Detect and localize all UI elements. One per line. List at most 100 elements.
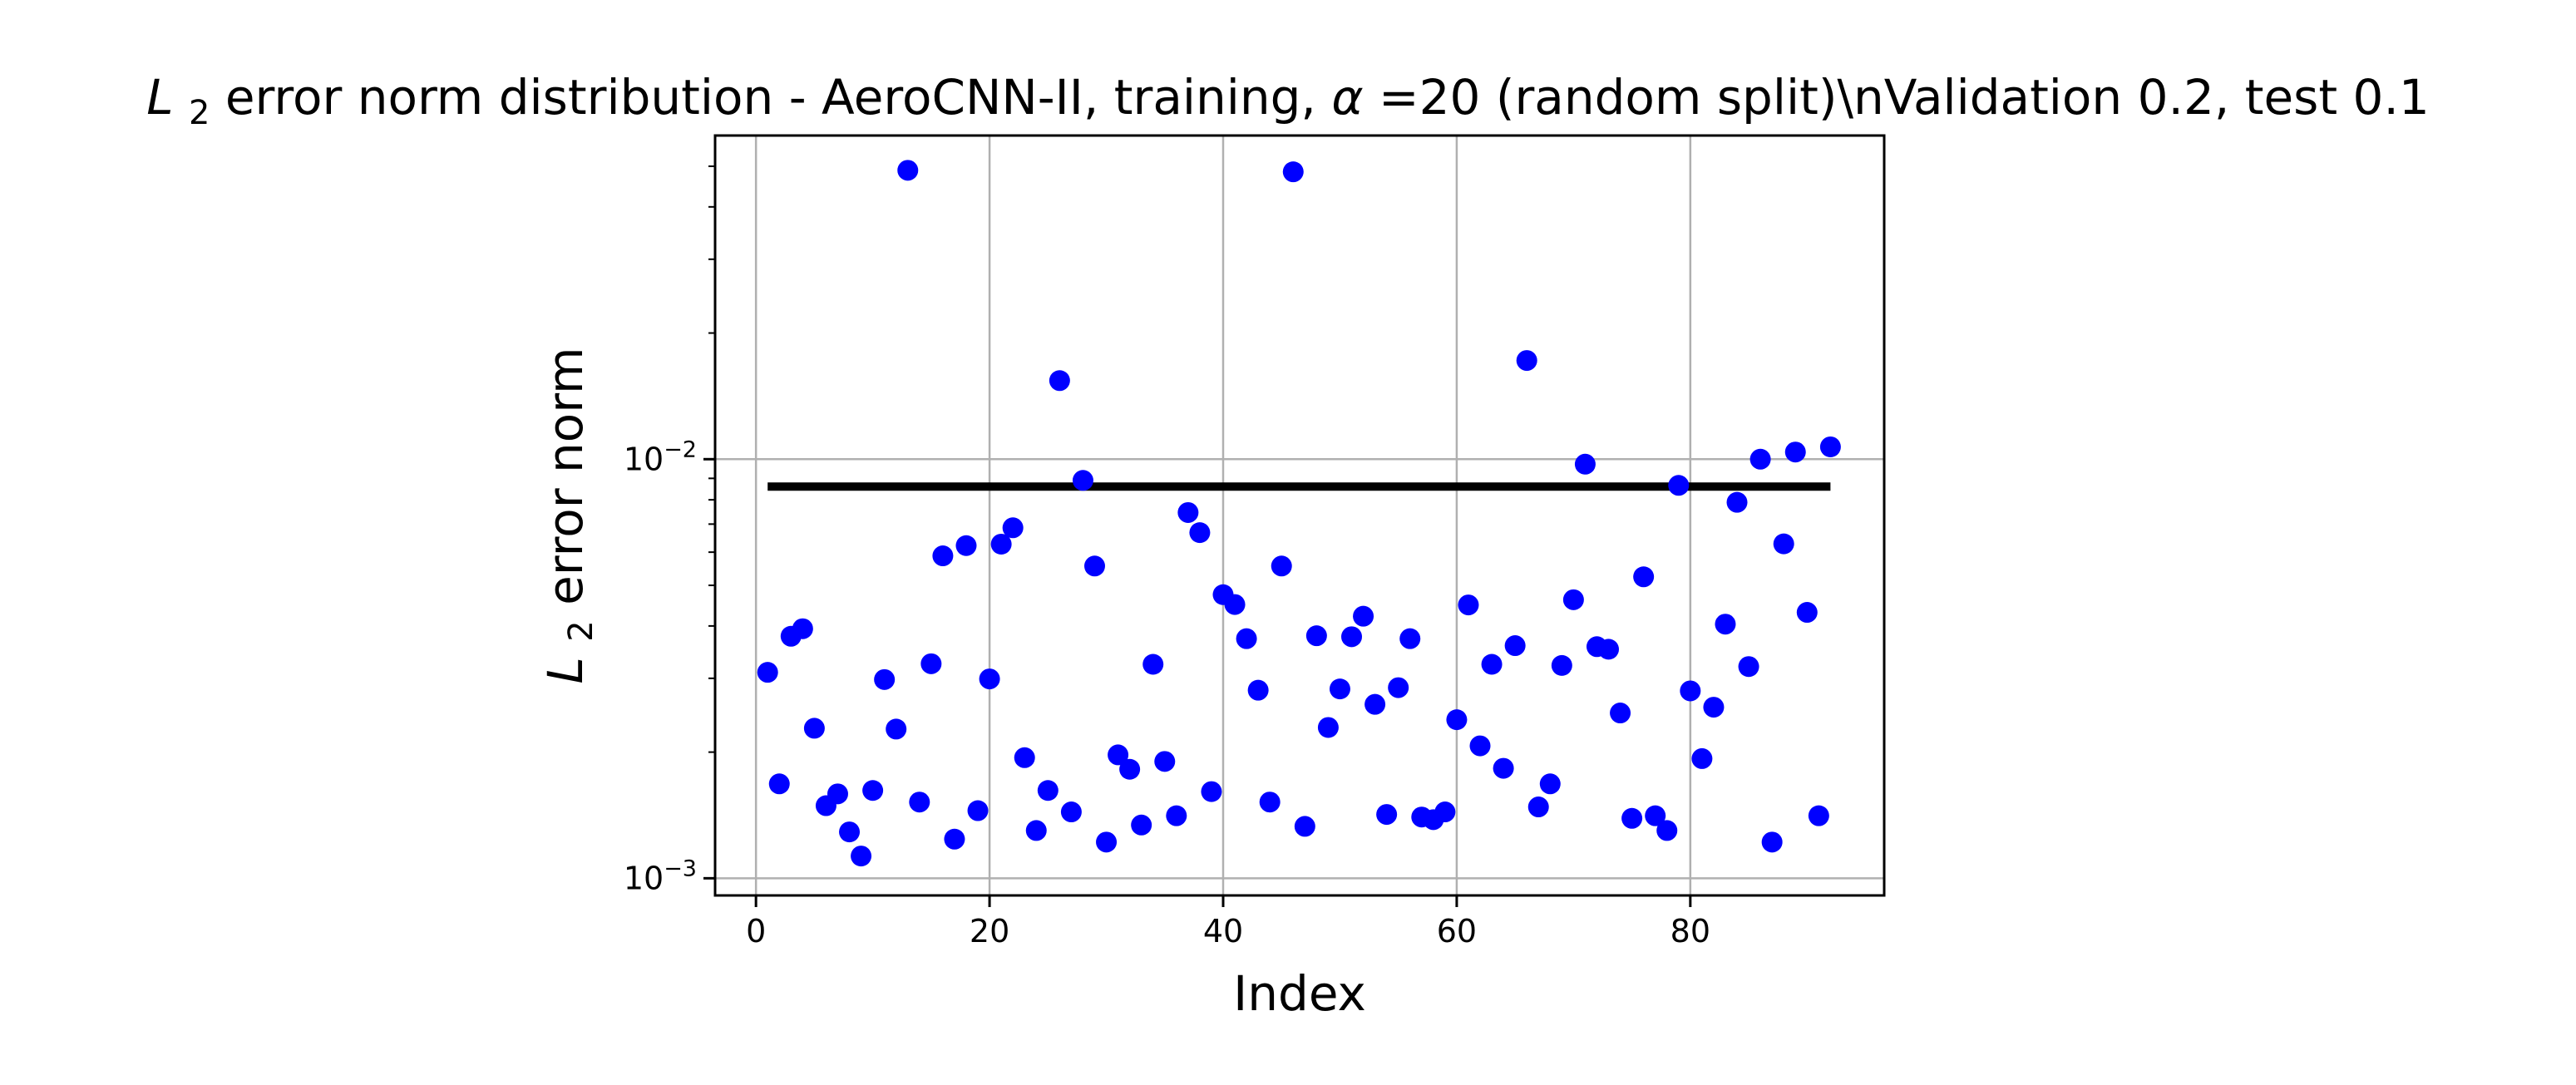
data-point <box>1014 747 1035 768</box>
data-point <box>1341 626 1363 648</box>
data-point <box>1119 758 1141 780</box>
data-point <box>1749 448 1771 470</box>
data-point <box>1259 792 1281 813</box>
data-point <box>1154 751 1176 772</box>
data-point <box>1481 653 1503 675</box>
data-point <box>1621 807 1643 829</box>
x-tick-label: 60 <box>1437 913 1477 949</box>
data-point <box>1493 757 1514 779</box>
data-point <box>1680 680 1701 702</box>
data-point <box>1271 555 1292 577</box>
data-point <box>1761 831 1783 853</box>
data-point <box>944 828 965 850</box>
title-text-after-alpha: =20 (random split)\nValidation 0.2, test… <box>1379 69 2430 126</box>
data-point <box>1388 677 1409 698</box>
data-point <box>1715 614 1736 635</box>
x-tick-label: 80 <box>1670 913 1710 949</box>
data-point <box>1516 350 1537 372</box>
title-alpha: α <box>1331 69 1363 126</box>
data-point <box>990 533 1012 555</box>
data-point <box>1305 625 1327 647</box>
data-point <box>1096 831 1118 853</box>
data-point <box>1469 735 1491 757</box>
x-tick-label: 0 <box>746 913 766 949</box>
data-point <box>1025 820 1047 841</box>
data-point <box>1446 709 1468 731</box>
data-point <box>862 780 884 801</box>
data-point <box>1796 602 1818 624</box>
data-point <box>1819 436 1841 457</box>
data-point <box>803 718 825 739</box>
data-point <box>1049 370 1070 392</box>
data-point <box>1236 628 1257 649</box>
data-point <box>768 773 790 795</box>
data-point <box>1002 517 1024 539</box>
y-tick-label: 10−3 <box>624 856 697 896</box>
data-point <box>1399 628 1421 649</box>
title-subscript: 2 <box>189 94 210 132</box>
plot-frame <box>713 134 1886 897</box>
y-axis-label: L 2 error norm <box>537 347 604 683</box>
x-axis-label: Index <box>1233 965 1366 1022</box>
data-point <box>1645 805 1666 826</box>
data-point <box>1247 679 1269 701</box>
data-point <box>1703 697 1725 718</box>
plot-area <box>715 136 1884 895</box>
data-point <box>1610 703 1631 724</box>
data-point <box>1773 533 1794 555</box>
data-point <box>1177 501 1199 523</box>
data-point <box>1633 566 1655 588</box>
data-point <box>1282 161 1304 183</box>
data-point <box>1224 594 1246 615</box>
data-point <box>897 160 919 181</box>
data-point <box>1562 589 1584 610</box>
data-point <box>1189 522 1211 544</box>
data-point <box>1108 744 1129 766</box>
data-point <box>1060 801 1082 823</box>
data-point <box>874 668 896 690</box>
data-point <box>1551 654 1572 676</box>
data-points <box>757 160 1841 867</box>
data-point <box>920 653 942 674</box>
data-point <box>1329 678 1350 700</box>
data-point <box>839 821 861 843</box>
data-point <box>851 846 872 867</box>
data-point <box>1458 594 1479 616</box>
data-point <box>1598 639 1620 660</box>
data-point <box>1808 805 1829 826</box>
data-point <box>1656 820 1678 841</box>
data-point <box>1294 816 1315 837</box>
data-point <box>967 800 989 821</box>
data-point <box>1527 796 1549 818</box>
data-point <box>909 792 930 813</box>
data-point <box>1142 653 1164 675</box>
data-point <box>1784 441 1806 463</box>
data-point <box>1166 805 1187 826</box>
data-point <box>1738 656 1759 678</box>
data-point <box>1376 804 1398 826</box>
data-point <box>1504 635 1526 657</box>
data-point <box>1574 453 1596 475</box>
data-point <box>1691 747 1713 769</box>
ylabel-rest: error norm <box>537 347 594 604</box>
data-point <box>955 535 977 556</box>
data-point <box>1131 814 1152 836</box>
title-symbol: L <box>146 69 173 126</box>
data-point <box>1539 773 1561 795</box>
x-axis-ticks: 0 20 40 60 80 <box>746 895 1710 949</box>
data-point <box>1201 781 1222 802</box>
data-point <box>827 783 848 805</box>
y-axis-ticks: 10−3 10−2 <box>624 165 715 896</box>
data-point <box>792 618 813 639</box>
data-point <box>932 545 954 567</box>
x-tick-label: 20 <box>970 913 1009 949</box>
data-point <box>1434 801 1456 823</box>
ylabel-symbol: L <box>537 657 594 683</box>
data-point <box>1037 780 1059 801</box>
data-point <box>1364 693 1386 715</box>
chart-title: L 2 error norm distribution - AeroCNN-II… <box>146 69 2430 136</box>
data-point <box>1317 717 1339 738</box>
ylabel-subscript: 2 <box>562 620 600 641</box>
grid-lines <box>715 136 1884 895</box>
